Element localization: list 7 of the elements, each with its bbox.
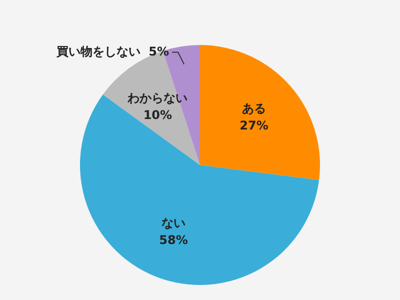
data-label: 27% xyxy=(240,118,268,133)
slice-label: ない xyxy=(161,216,186,230)
slice-label: ある xyxy=(242,102,266,116)
slice-label: 買い物をしない 5% xyxy=(55,44,170,58)
data-label: 10% xyxy=(143,108,172,122)
data-label: 58% xyxy=(159,233,188,248)
slice-label: わからない xyxy=(126,90,188,105)
